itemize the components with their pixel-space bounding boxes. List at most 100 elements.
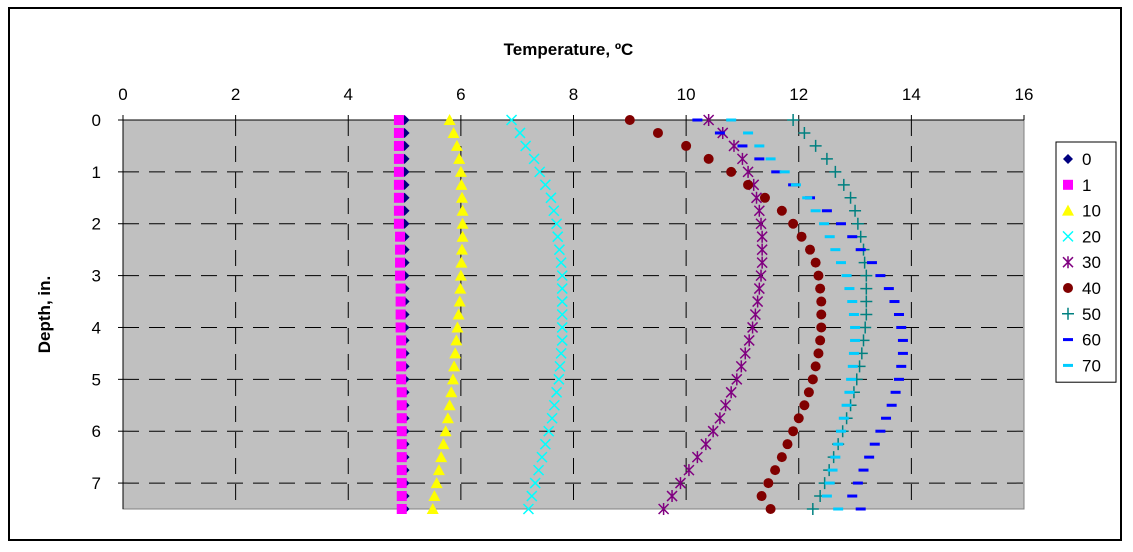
data-point: [528, 153, 540, 165]
data-point: [720, 399, 732, 412]
data-point: [426, 503, 439, 514]
legend-marker-40: [1063, 283, 1073, 293]
data-point: [393, 115, 404, 125]
data-point: [396, 413, 407, 424]
y-tick-label: 0: [92, 111, 101, 130]
data-point: [445, 386, 458, 398]
data-point: [788, 218, 799, 229]
data-point: [393, 153, 404, 164]
data-point: [395, 322, 406, 333]
data-point: [739, 347, 751, 360]
data-point: [896, 325, 907, 329]
data-point: [536, 451, 548, 463]
data-point: [393, 179, 404, 190]
legend-label-0: 0: [1082, 150, 1091, 169]
data-point: [893, 377, 904, 381]
data-point: [820, 152, 833, 165]
data-point: [556, 296, 568, 308]
data-point: [546, 412, 558, 424]
legend-marker-50: [1062, 307, 1074, 320]
legend-label-70: 70: [1082, 356, 1101, 375]
legend-label-30: 30: [1082, 253, 1101, 272]
data-point: [835, 429, 846, 433]
data-point: [396, 478, 407, 489]
data-point: [827, 468, 838, 472]
data-point: [855, 248, 866, 252]
data-point: [755, 217, 767, 230]
data-point: [860, 269, 873, 282]
data-point: [455, 256, 468, 268]
data-point: [393, 166, 404, 177]
legend-marker-20: [1062, 230, 1074, 242]
data-point: [454, 282, 467, 294]
data-point: [393, 192, 404, 203]
y-tick-label: 4: [92, 318, 101, 337]
data-point: [432, 464, 445, 476]
data-point: [851, 217, 864, 230]
series-30: [658, 114, 768, 515]
data-point: [849, 204, 862, 217]
data-point: [846, 377, 857, 381]
data-point: [815, 283, 826, 294]
data-point: [847, 235, 858, 239]
data-point: [829, 165, 842, 178]
data-point: [526, 490, 538, 502]
data-point: [793, 413, 804, 424]
data-point: [771, 170, 782, 174]
data-point: [799, 400, 810, 411]
data-point: [770, 465, 781, 476]
x-tick-label: 4: [344, 85, 353, 104]
data-point: [754, 144, 765, 148]
data-point: [714, 131, 725, 135]
series-10: [426, 114, 469, 514]
data-point: [683, 464, 695, 477]
data-point: [522, 503, 534, 515]
data-point: [553, 373, 565, 385]
data-point: [726, 118, 737, 122]
data-point: [652, 127, 663, 138]
data-point: [896, 364, 907, 368]
data-point: [810, 361, 821, 372]
data-point: [396, 465, 407, 476]
data-point: [883, 287, 894, 291]
x-tick-label: 2: [231, 85, 240, 104]
data-point: [454, 269, 467, 281]
data-point: [821, 209, 832, 213]
data-point: [833, 507, 844, 511]
data-point: [700, 438, 712, 451]
data-point: [703, 153, 714, 164]
data-point: [807, 374, 818, 385]
data-point: [453, 295, 466, 307]
data-point: [725, 386, 737, 399]
data-point: [830, 455, 841, 459]
data-point: [788, 426, 799, 437]
data-point: [813, 270, 824, 281]
data-point: [396, 504, 407, 514]
data-point: [726, 166, 737, 177]
data-point: [819, 222, 830, 226]
data-point: [520, 140, 532, 152]
data-point: [848, 313, 859, 316]
data-point: [439, 425, 452, 437]
data-point: [897, 351, 908, 355]
y-axis-title: Depth, in.: [35, 276, 54, 353]
data-point: [875, 274, 886, 278]
x-tick-label: 12: [789, 85, 808, 104]
legend-label-20: 20: [1082, 227, 1101, 246]
data-point: [555, 257, 567, 269]
data-point: [753, 282, 765, 295]
data-point: [395, 309, 406, 320]
data-point: [451, 321, 464, 333]
y-tick-label: 5: [92, 370, 101, 389]
data-point: [805, 244, 816, 255]
data-point: [858, 468, 869, 472]
data-point: [556, 308, 568, 321]
legend-box: [1055, 141, 1117, 383]
data-point: [456, 243, 469, 255]
data-point: [735, 360, 747, 373]
data-point: [552, 231, 564, 243]
data-point: [881, 416, 892, 420]
data-point: [897, 338, 908, 342]
legend-marker-30: [1062, 256, 1074, 269]
